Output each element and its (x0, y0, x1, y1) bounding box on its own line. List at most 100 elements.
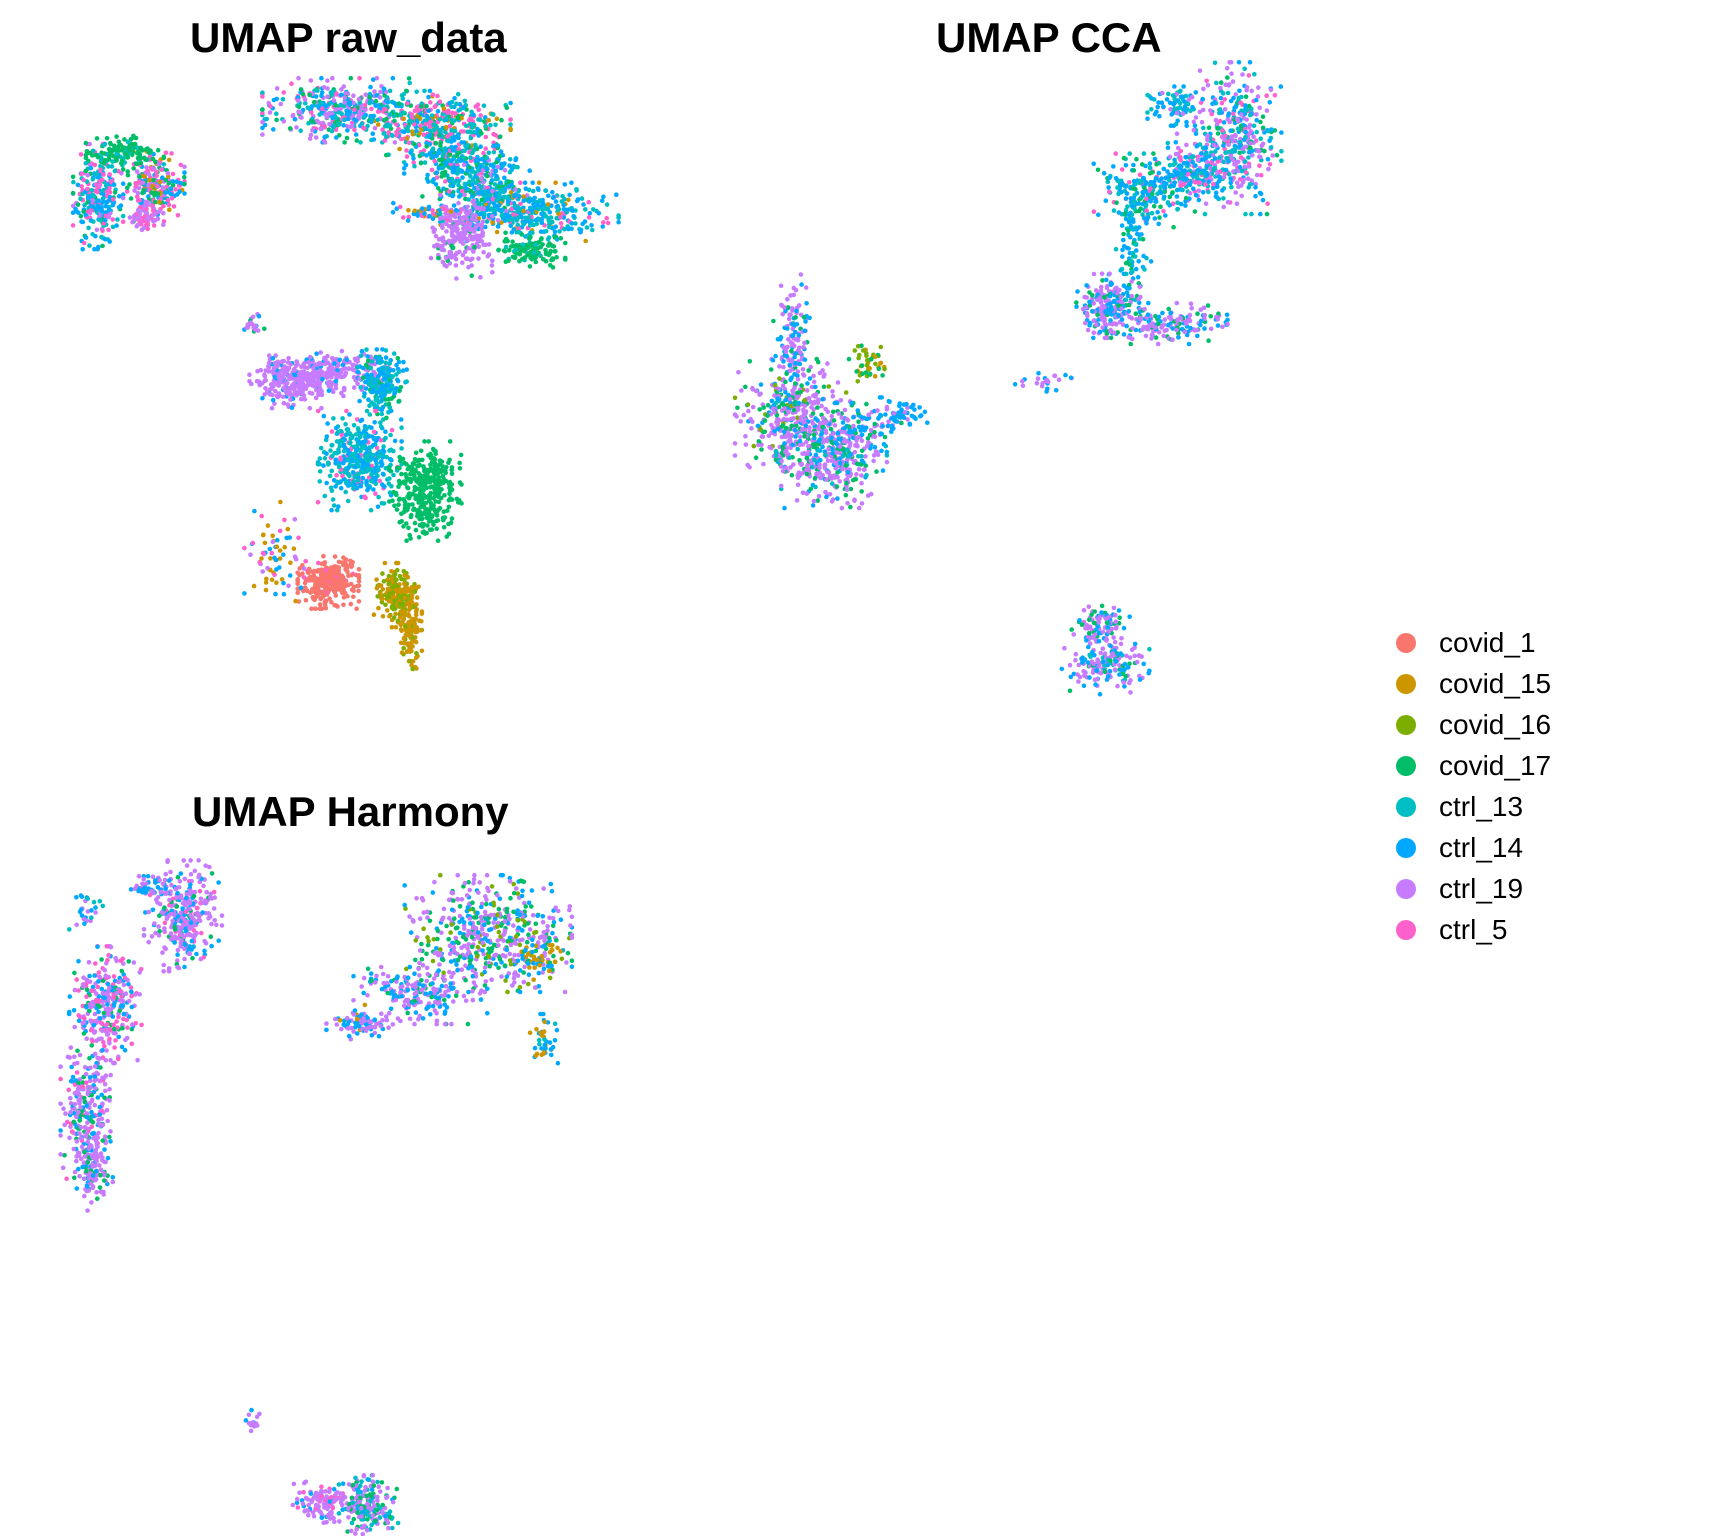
umap-point-ctrl_5 (1219, 100, 1225, 106)
umap-point-ctrl_5 (386, 130, 392, 135)
umap-point-ctrl_19 (1260, 141, 1266, 147)
umap-point-covid_17 (479, 197, 485, 203)
umap-point-ctrl_5 (558, 221, 564, 226)
umap-point-covid_17 (431, 460, 437, 465)
umap-point-ctrl_13 (106, 164, 111, 169)
umap-point-ctrl_19 (479, 176, 484, 182)
umap-point-ctrl_14 (1228, 128, 1233, 133)
umap-point-covid_1 (348, 562, 354, 567)
umap-point-covid_16 (401, 568, 407, 574)
umap-point-ctrl_13 (508, 122, 513, 127)
umap-point-ctrl_13 (82, 202, 87, 208)
umap-point-covid_1 (354, 606, 359, 611)
umap-point-covid_17 (125, 185, 130, 191)
umap-point-covid_17 (397, 519, 403, 525)
umap-point-ctrl_19 (433, 233, 439, 239)
umap-point-covid_17 (133, 161, 139, 166)
umap-point-ctrl_14 (88, 165, 94, 171)
umap-point-ctrl_14 (114, 223, 119, 228)
umap-point-ctrl_14 (74, 209, 79, 214)
umap-point-ctrl_13 (429, 113, 435, 118)
umap-point-ctrl_14 (338, 92, 344, 98)
umap-point-covid_15 (398, 640, 404, 646)
umap-point-ctrl_5 (380, 127, 385, 132)
umap-point-ctrl_13 (101, 142, 107, 148)
umap-point-ctrl_5 (1238, 155, 1244, 160)
umap-point-ctrl_5 (269, 550, 275, 556)
umap-point-ctrl_19 (374, 75, 380, 81)
umap-point-ctrl_13 (604, 202, 610, 207)
umap-point-ctrl_19 (363, 107, 368, 113)
umap-point-ctrl_14 (371, 389, 376, 394)
umap-point-covid_15 (409, 595, 415, 601)
umap-point-covid_17 (433, 451, 439, 457)
umap-point-ctrl_14 (400, 368, 406, 373)
umap-point-ctrl_13 (512, 164, 517, 170)
umap-point-covid_17 (457, 466, 463, 471)
umap-point-covid_17 (307, 92, 312, 98)
umap-point-ctrl_14 (478, 144, 483, 149)
umap-point-covid_17 (420, 516, 425, 521)
umap-point-covid_15 (156, 200, 162, 205)
umap-point-ctrl_14 (401, 171, 407, 176)
umap-point-covid_17 (433, 141, 439, 146)
umap-point-ctrl_19 (108, 211, 113, 216)
umap-point-ctrl_14 (512, 193, 517, 199)
umap-point-ctrl_19 (443, 221, 449, 227)
umap-point-covid_17 (447, 479, 453, 485)
umap-point-covid_17 (404, 462, 409, 467)
umap-point-covid_15 (263, 587, 269, 593)
umap-point-ctrl_13 (449, 104, 454, 110)
umap-point-ctrl_13 (356, 471, 361, 477)
umap-point-ctrl_19 (447, 249, 453, 255)
umap-point-ctrl_19 (281, 400, 287, 406)
umap-point-covid_17 (402, 481, 408, 486)
umap-point-covid_17 (432, 471, 438, 476)
umap-point-ctrl_5 (334, 473, 339, 478)
umap-point-ctrl_13 (374, 377, 380, 383)
umap-point-covid_1 (312, 583, 318, 589)
umap-point-ctrl_5 (558, 215, 563, 220)
umap-point-ctrl_13 (482, 194, 488, 200)
umap-point-ctrl_14 (382, 389, 387, 395)
umap-point-ctrl_13 (339, 111, 344, 117)
umap-point-covid_17 (427, 507, 433, 512)
umap-point-ctrl_13 (340, 416, 345, 421)
umap-point-covid_17 (474, 146, 480, 152)
umap-point-covid_15 (459, 116, 464, 121)
umap-point-ctrl_19 (318, 368, 324, 374)
umap-point-ctrl_13 (492, 182, 498, 187)
umap-point-ctrl_19 (356, 96, 362, 102)
umap-point-ctrl_19 (302, 396, 307, 402)
umap-point-ctrl_14 (174, 179, 179, 184)
umap-point-covid_17 (170, 183, 176, 188)
umap-point-ctrl_14 (616, 219, 621, 225)
umap-point-ctrl_14 (434, 170, 440, 175)
umap-point-covid_15 (260, 532, 266, 538)
umap-point-covid_17 (416, 457, 422, 463)
umap-point-ctrl_13 (543, 188, 548, 193)
umap-point-ctrl_19 (270, 539, 276, 545)
umap-point-ctrl_13 (80, 191, 85, 197)
umap-point-ctrl_13 (370, 453, 376, 458)
umap-point-covid_15 (380, 614, 386, 619)
umap-point-ctrl_13 (462, 181, 468, 187)
umap-point-ctrl_19 (524, 193, 530, 198)
umap-point-covid_15 (389, 569, 394, 574)
umap-point-covid_15 (412, 626, 418, 632)
umap-point-covid_15 (407, 620, 412, 625)
umap-point-ctrl_19 (136, 215, 142, 221)
umap-point-ctrl_13 (1254, 129, 1259, 135)
umap-point-ctrl_13 (412, 163, 417, 169)
umap-point-ctrl_5 (344, 408, 349, 414)
umap-point-ctrl_19 (439, 222, 445, 228)
umap-point-ctrl_19 (456, 221, 461, 226)
umap-point-covid_17 (396, 101, 402, 106)
umap-point-ctrl_14 (415, 213, 421, 218)
umap-point-ctrl_19 (325, 94, 330, 99)
umap-point-ctrl_14 (1267, 100, 1273, 105)
umap-point-ctrl_14 (260, 396, 265, 401)
umap-point-covid_17 (122, 137, 127, 142)
umap-point-ctrl_14 (582, 219, 588, 224)
umap-point-covid_17 (472, 244, 477, 250)
